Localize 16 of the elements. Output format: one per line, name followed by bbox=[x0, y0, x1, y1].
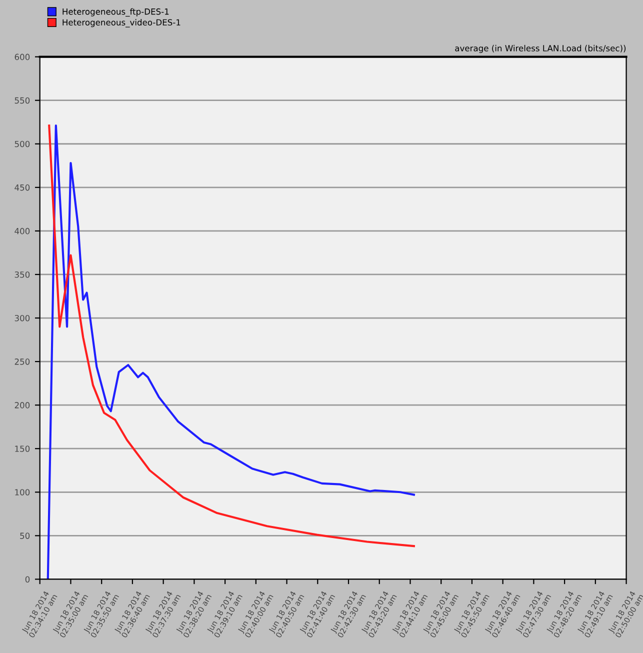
y-tick-label: 600 bbox=[14, 54, 30, 60]
legend-label: Heterogeneous_video-DES-1 bbox=[62, 19, 180, 28]
y-tick-label: 0 bbox=[25, 576, 30, 582]
y-tick-label: 550 bbox=[14, 97, 30, 104]
y-tick-label: 100 bbox=[15, 489, 30, 496]
legend-label: Heterogeneous_ftp-DES-1 bbox=[62, 8, 169, 17]
chart-title: average (in Wireless LAN.Load (bits/sec)) bbox=[455, 44, 626, 53]
y-tick-label: 300 bbox=[14, 314, 30, 322]
y-tick-label: 400 bbox=[14, 228, 30, 234]
y-tick-label: 500 bbox=[14, 140, 30, 148]
y-tick-label: 350 bbox=[14, 271, 30, 278]
y-tick-label: 250 bbox=[14, 358, 30, 365]
y-tick-label: 150 bbox=[15, 446, 30, 452]
y-tick-label: 50 bbox=[20, 532, 30, 539]
y-tick-label: 450 bbox=[14, 184, 30, 191]
y-tick-label: 200 bbox=[14, 402, 30, 408]
